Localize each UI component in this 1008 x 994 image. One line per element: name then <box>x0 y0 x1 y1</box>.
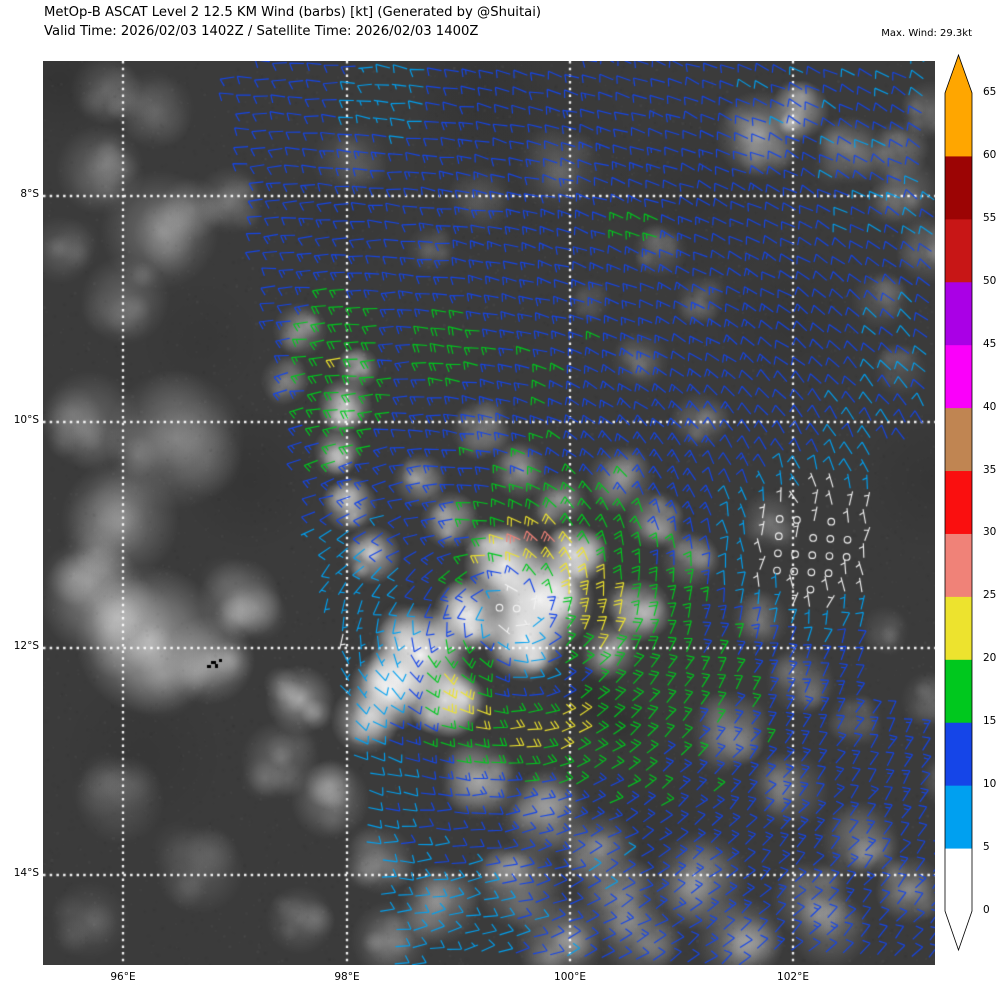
max-wind-label: Max. Wind: 29.3kt <box>881 28 972 39</box>
colorbar-segment <box>945 218 972 283</box>
colorbar-segment <box>945 659 972 723</box>
lon-tick-label: 100°E <box>554 971 586 983</box>
colorbar-segment <box>945 596 972 660</box>
colorbar-over-arrow-icon <box>945 55 972 93</box>
colorbar-segment <box>945 281 972 346</box>
colorbar-tick-label: 35 <box>983 463 997 476</box>
wind-barb-map <box>43 61 935 965</box>
colorbar-segment <box>945 848 972 912</box>
colorbar-tick-label: 45 <box>983 337 997 350</box>
lon-tick-label: 102°E <box>777 971 809 983</box>
colorbar-tick-label: 50 <box>983 274 997 287</box>
colorbar-segment <box>945 93 972 157</box>
colorbar-segment <box>945 533 972 597</box>
colorbar-tick-label: 20 <box>983 652 997 665</box>
colorbar-tick-label: 0 <box>983 904 990 916</box>
chart-title: MetOp-B ASCAT Level 2 12.5 KM Wind (barb… <box>44 5 542 20</box>
colorbar-segment <box>945 344 972 409</box>
colorbar-tick-label: 40 <box>983 400 997 413</box>
colorbar-segment <box>945 785 972 849</box>
lat-tick-label: 8°S <box>20 188 39 200</box>
colorbar-tick-label: 15 <box>983 715 997 728</box>
colorbar-segment <box>945 155 972 220</box>
colorbar-segment <box>945 722 972 786</box>
wind-speed-colorbar <box>944 53 973 952</box>
lon-tick-label: 96°E <box>110 971 136 983</box>
lat-tick-label: 12°S <box>13 640 39 652</box>
lat-tick-label: 14°S <box>13 867 39 879</box>
colorbar-segment <box>945 470 972 534</box>
lat-tick-label: 10°S <box>13 414 39 426</box>
colorbar-tick-label: 5 <box>983 841 990 854</box>
colorbar-tick-label: 55 <box>983 211 997 224</box>
colorbar-tick-label: 30 <box>983 526 997 539</box>
colorbar-tick-label: 65 <box>983 86 997 98</box>
lon-tick-label: 98°E <box>334 971 360 983</box>
colorbar-tick-label: 25 <box>983 589 997 602</box>
colorbar-tick-label: 10 <box>983 778 997 791</box>
chart-subtitle: Valid Time: 2026/02/03 1402Z / Satellite… <box>44 24 479 39</box>
colorbar-segment <box>945 407 972 472</box>
colorbar-under-arrow-icon <box>945 911 972 950</box>
colorbar-tick-label: 60 <box>983 148 997 161</box>
colorbar-outline <box>944 53 973 952</box>
